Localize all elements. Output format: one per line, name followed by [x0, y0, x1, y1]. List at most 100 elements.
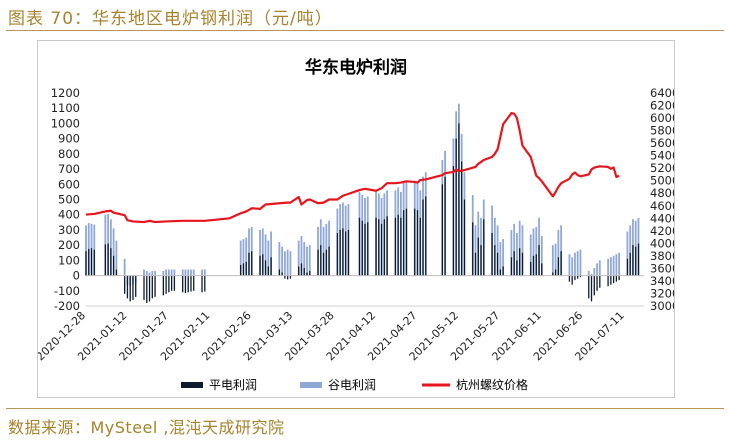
flat-profit-bar [251, 251, 253, 276]
flat-profit-bar [162, 275, 164, 296]
valley-profit-bar [322, 226, 325, 276]
flat-profit-bar [173, 275, 176, 291]
valley-profit-bar [598, 260, 601, 276]
flat-profit-bar [242, 263, 245, 276]
flat-profit-bar [444, 176, 446, 276]
y-right-tick-label: 3000 [650, 299, 674, 313]
flat-profit-bar [110, 248, 112, 276]
valley-profit-bar [629, 225, 632, 276]
flat-profit-bar [342, 228, 344, 276]
flat-profit-bar [146, 275, 148, 303]
valley-profit-bar [615, 254, 618, 276]
valley-profit-bar [281, 246, 284, 276]
flat-profit-bar [306, 272, 308, 276]
valley-profit-bar [173, 269, 176, 276]
flat-profit-bar [405, 208, 408, 276]
flat-profit-bar [347, 229, 350, 276]
flat-profit-bar [607, 275, 609, 287]
flat-profit-bar [599, 275, 601, 288]
valley-profit-bar [259, 229, 261, 276]
flat-profit-bar [494, 245, 496, 276]
y-right-tick-label: 3200 [650, 286, 674, 300]
valley-profit-bar [618, 252, 621, 276]
y-left-tick-label: -100 [54, 284, 80, 298]
flat-profit-bar [325, 249, 327, 276]
flat-profit-bar [516, 260, 518, 276]
source-note: 数据来源：MySteel ,混沌天成研究院 [8, 418, 285, 437]
valley-profit-bar [286, 249, 289, 276]
flat-profit-bar [328, 246, 330, 276]
flat-profit-bar [419, 217, 421, 276]
flat-profit-bar [541, 263, 543, 276]
valley-profit-bar [167, 269, 170, 276]
flat-profit-bar [579, 275, 582, 278]
flat-profit-bar [300, 263, 303, 276]
flat-profit-bar [577, 275, 579, 279]
flat-profit-bar [626, 258, 629, 276]
flat-profit-bar [458, 123, 460, 276]
flat-profit-bar [593, 275, 595, 296]
flat-profit-bar [530, 261, 532, 276]
top-divider [6, 30, 724, 31]
valley-profit-bar [579, 249, 582, 276]
y-right-tick-label: 5800 [650, 124, 674, 138]
valley-profit-bar [560, 225, 563, 276]
flat-profit-bar [309, 271, 311, 276]
flat-profit-bar [201, 275, 203, 293]
valley-profit-bar [516, 232, 518, 276]
valley-profit-bar [170, 269, 173, 276]
flat-profit-bar [284, 275, 286, 279]
flat-profit-bar [472, 222, 474, 276]
flat-profit-bar [367, 222, 369, 276]
flat-profit-bar [278, 269, 281, 276]
y-right-tick-label: 3600 [650, 261, 674, 275]
flat-profit-bar [463, 199, 466, 276]
valley-profit-bar [192, 269, 195, 276]
valley-profit-bar [123, 258, 126, 276]
flat-profit-bar [519, 248, 521, 276]
valley-profit-bar [162, 271, 165, 276]
flat-profit-bar [190, 275, 192, 292]
flat-profit-bar [618, 275, 620, 281]
flat-profit-bar [298, 266, 300, 276]
flat-profit-bar [452, 166, 455, 276]
valley-profit-bar [590, 274, 593, 276]
valley-profit-bar [609, 257, 612, 276]
valley-profit-bar [554, 243, 557, 276]
valley-profit-bar [499, 242, 502, 276]
valley-profit-bar [151, 271, 154, 276]
flat-profit-bar [132, 275, 134, 300]
flat-profit-bar [154, 275, 156, 297]
legend: 平电利润 谷电利润 杭州螺纹价格 [181, 377, 528, 392]
valley-profit-bar [148, 272, 151, 276]
chart-title: 华东电炉利润 [305, 57, 407, 78]
valley-profit-bar [297, 240, 300, 276]
y-right-tick-label: 5600 [650, 136, 674, 150]
y-right-tick-label: 6200 [650, 99, 674, 113]
valley-profit-bar [325, 223, 328, 276]
y-left-tick-label: 1100 [51, 101, 80, 115]
flat-profit-bar [358, 217, 361, 276]
flat-profit-bar [204, 275, 206, 292]
flat-profit-bar [480, 245, 482, 276]
valley-profit-bar [535, 226, 538, 276]
valley-profit-bar [187, 269, 190, 276]
y-right-tick-label: 3400 [650, 274, 674, 288]
valley-profit-bar [203, 269, 206, 276]
valley-profit-bar [184, 269, 187, 276]
valley-profit-bar [308, 245, 311, 276]
flat-profit-bar [361, 220, 363, 276]
flat-profit-bar [264, 260, 267, 276]
y-left-tick-label: 0 [73, 269, 80, 283]
valley-profit-bar [190, 269, 192, 276]
flat-profit-bar [380, 223, 383, 276]
valley-profit-bar [300, 236, 303, 276]
flat-profit-bar [637, 243, 640, 276]
legend-swatch-flat [181, 382, 203, 388]
y-right-tick-label: 5000 [650, 174, 674, 188]
flat-profit-bar [187, 275, 189, 293]
valley-profit-bar [109, 219, 112, 276]
y-left-tick-label: 500 [58, 193, 80, 207]
valley-profit-bar [239, 240, 242, 276]
flat-profit-bar [322, 252, 325, 276]
